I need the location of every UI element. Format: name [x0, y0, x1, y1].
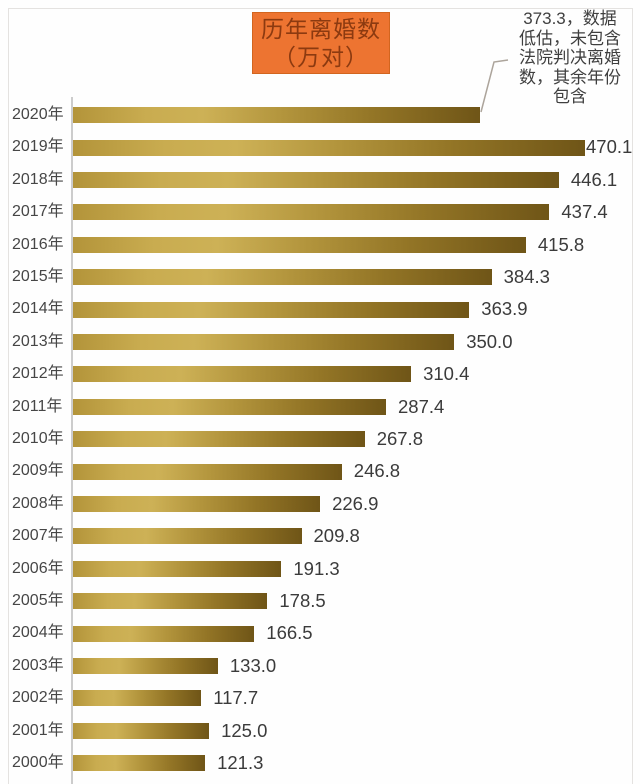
bar	[73, 366, 412, 383]
bar	[73, 333, 455, 350]
bar	[73, 269, 492, 286]
year-label: 2004年	[12, 624, 64, 642]
chart-title-box: 历年离婚数 （万对）	[252, 12, 390, 74]
bar-row: 2008年 226.9	[0, 488, 640, 520]
bar	[73, 755, 206, 772]
bar	[73, 398, 386, 415]
bar-row: 2005年 178.5	[0, 585, 640, 617]
chart-title-line1: 历年离婚数	[261, 16, 381, 42]
value-label: 191.3	[293, 557, 340, 579]
bar	[73, 593, 268, 610]
bar-row: 2001年 125.0	[0, 715, 640, 747]
value-label: 178.5	[279, 590, 326, 611]
value-label: 133.0	[229, 654, 277, 676]
chart-title-line2: （万对）	[273, 44, 369, 70]
value-label: 287.4	[398, 395, 445, 417]
bar	[73, 204, 550, 221]
annotation-line: 数，其余年份	[519, 67, 621, 87]
year-label: 2002年	[12, 689, 64, 707]
bar	[73, 560, 282, 577]
value-label: 209.8	[313, 525, 360, 547]
year-label: 2010年	[12, 430, 64, 447]
value-label: 384.3	[503, 266, 550, 287]
bar	[73, 657, 218, 674]
bar	[73, 495, 321, 512]
bar	[73, 690, 202, 707]
value-label: 446.1	[570, 168, 618, 190]
bar-row: 2006年 191.3	[0, 553, 640, 585]
year-label: 2003年	[12, 656, 64, 674]
year-label: 2015年	[12, 268, 64, 285]
bar-row: 2002年 117.7	[0, 682, 640, 714]
bar-row: 2000年 121.3	[0, 747, 640, 779]
value-label: 267.8	[376, 428, 423, 449]
value-label: 470.1	[586, 136, 633, 158]
bar-row: 2013年 350.0	[0, 326, 640, 358]
value-label: 246.8	[353, 460, 401, 482]
year-label: 2006年	[12, 559, 64, 577]
value-label: 125.0	[221, 719, 268, 741]
year-label: 2001年	[12, 721, 64, 739]
bar-row: 2014年 363.9	[0, 293, 640, 325]
annotation-line: 373.3，数据	[523, 9, 617, 28]
bar-row: 2019年 470.1	[0, 131, 640, 163]
value-label: 166.5	[266, 622, 313, 644]
value-label: 437.4	[561, 201, 608, 223]
annotation-line: 低估，未包含	[519, 28, 621, 48]
bar-row: 2003年 133.0	[0, 650, 640, 682]
frame-right-border	[632, 8, 633, 784]
year-label: 2017年	[12, 203, 64, 221]
bar-row: 2015年 384.3	[0, 261, 640, 293]
bar	[73, 301, 470, 318]
year-label: 2000年	[12, 754, 64, 771]
year-label: 2008年	[12, 494, 64, 512]
year-label: 2011年	[12, 397, 63, 415]
bar	[73, 431, 365, 448]
value-label: 117.7	[213, 687, 259, 709]
year-label: 2014年	[12, 300, 64, 318]
value-label: 350.0	[466, 330, 513, 352]
bar-row: 2011年 287.4	[0, 391, 640, 423]
bar	[73, 171, 559, 188]
bar-row: 2004年 166.5	[0, 617, 640, 649]
value-label: 310.4	[423, 363, 470, 385]
bar	[73, 722, 210, 739]
bar-row: 2020年	[0, 99, 640, 131]
year-label: 2012年	[12, 365, 64, 383]
bar	[73, 625, 255, 642]
year-label: 2019年	[12, 138, 64, 156]
bar	[73, 463, 342, 480]
bar	[73, 107, 480, 124]
bar-row: 2007年 209.8	[0, 520, 640, 552]
bar-row: 2010年 267.8	[0, 423, 640, 455]
year-label: 2009年	[12, 462, 64, 480]
annotation-line: 包含	[553, 87, 587, 106]
year-label: 2020年	[12, 106, 64, 123]
annotation-line: 法院判决离婚	[519, 48, 621, 67]
year-label: 2018年	[12, 170, 64, 188]
bar-row: 2017年 437.4	[0, 196, 640, 228]
bar-row: 2012年 310.4	[0, 358, 640, 390]
value-label: 415.8	[537, 233, 585, 255]
year-label: 2016年	[12, 235, 64, 253]
value-label: 363.9	[481, 298, 528, 320]
frame-top-border	[8, 8, 633, 9]
frame-left-border	[8, 8, 9, 784]
value-label: 226.9	[332, 492, 379, 514]
value-label: 121.3	[217, 752, 264, 773]
bar	[73, 528, 302, 545]
year-label: 2005年	[12, 592, 64, 609]
annotation-text: 373.3，数据 低估，未包含 法院判决离婚 数，其余年份 包含	[506, 9, 634, 107]
bar-row: 2018年 446.1	[0, 164, 640, 196]
bar-row: 2009年 246.8	[0, 455, 640, 487]
bar	[73, 236, 526, 253]
bar-rows-container: 2020年 2019年 470.1 2018年 446.1 2017年 437.…	[0, 99, 640, 780]
bar	[73, 139, 585, 156]
y-axis-line	[71, 97, 73, 784]
year-label: 2007年	[12, 527, 64, 545]
year-label: 2013年	[12, 332, 64, 350]
bar-row: 2016年 415.8	[0, 229, 640, 261]
